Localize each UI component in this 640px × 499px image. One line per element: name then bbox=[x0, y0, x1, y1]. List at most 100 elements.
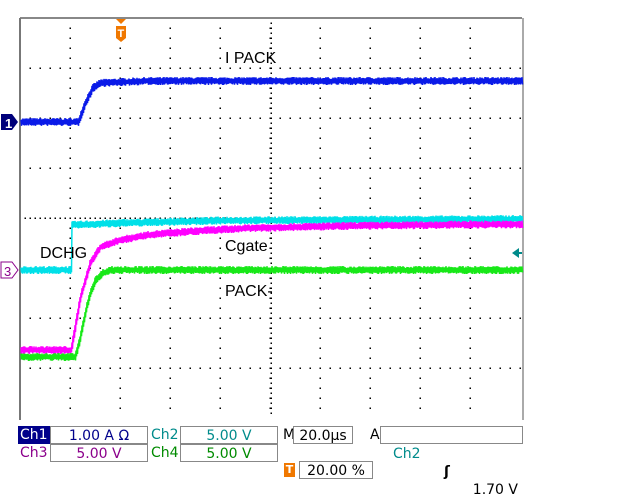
gridline-horizontal-dot bbox=[219, 67, 221, 69]
gridline-horizontal-dot bbox=[209, 317, 211, 319]
ch2-scale[interactable]: 5.00 V bbox=[180, 426, 278, 444]
gridline-horizontal-dot bbox=[79, 167, 81, 169]
gridline-vertical-dot bbox=[319, 357, 321, 359]
gridline-horizontal-dot bbox=[159, 117, 161, 119]
gridline-vertical-dot bbox=[419, 57, 421, 59]
gridline-horizontal-dot bbox=[109, 117, 111, 119]
ch2-tag[interactable]: Ch2 bbox=[151, 427, 179, 443]
gridline-horizontal-dot bbox=[479, 67, 481, 69]
center-axis-tick bbox=[270, 252, 272, 254]
ch1-scale[interactable]: 1.00 A Ω bbox=[50, 426, 148, 444]
gridline-vertical-dot bbox=[69, 377, 71, 379]
gridline-horizontal-dot bbox=[369, 117, 371, 119]
gridline-vertical-dot bbox=[169, 297, 171, 299]
center-axis-tick bbox=[270, 62, 272, 64]
gridline-vertical-dot bbox=[69, 327, 71, 329]
gridline-horizontal-dot bbox=[309, 67, 311, 69]
center-axis-tick bbox=[270, 257, 272, 259]
center-axis-tick bbox=[270, 262, 272, 264]
gridline-horizontal-dot bbox=[129, 117, 131, 119]
gridline-vertical-dot bbox=[269, 237, 271, 239]
trigger-settings[interactable]: Ch2 ʃ 1.70 V bbox=[380, 426, 523, 498]
gridline-vertical-dot bbox=[369, 27, 371, 29]
gridline-vertical-dot bbox=[119, 137, 121, 139]
gridline-vertical-dot bbox=[169, 337, 171, 339]
gridline-horizontal-dot bbox=[149, 67, 151, 69]
gridline-vertical-dot bbox=[269, 377, 271, 379]
gridline-horizontal-dot bbox=[389, 117, 391, 119]
gridline-horizontal-dot bbox=[209, 117, 211, 119]
gridline-horizontal-dot bbox=[319, 367, 321, 369]
trigger-level-arrow-icon[interactable] bbox=[512, 248, 522, 258]
gridline-horizontal-dot bbox=[339, 167, 341, 169]
gridline-vertical-dot bbox=[319, 287, 321, 289]
gridline-horizontal-dot bbox=[289, 367, 291, 369]
gridline-horizontal-dot bbox=[179, 67, 181, 69]
center-axis-tick bbox=[174, 217, 176, 219]
gridline-horizontal-dot bbox=[519, 317, 521, 319]
ch1-ground-marker[interactable]: 1 bbox=[1, 114, 18, 131]
gridline-horizontal-dot bbox=[219, 317, 221, 319]
center-axis-tick bbox=[270, 157, 272, 159]
gridline-vertical-dot bbox=[269, 57, 271, 59]
ch4-scale[interactable]: 5.00 V bbox=[180, 444, 278, 462]
gridline-vertical-dot bbox=[119, 247, 121, 249]
center-axis-tick bbox=[270, 202, 272, 204]
trigger-mode-label: A bbox=[370, 427, 380, 443]
gridline-horizontal-dot bbox=[449, 367, 451, 369]
gridline-vertical-dot bbox=[269, 177, 271, 179]
gridline-horizontal-dot bbox=[169, 67, 171, 69]
gridline-vertical-dot bbox=[119, 107, 121, 109]
gridline-vertical-dot bbox=[469, 387, 471, 389]
ch3-tag[interactable]: Ch3 bbox=[20, 445, 48, 461]
gridline-horizontal-dot bbox=[499, 367, 501, 369]
gridline-vertical-dot bbox=[169, 257, 171, 259]
ch4-tag[interactable]: Ch4 bbox=[151, 445, 179, 461]
gridline-vertical-dot bbox=[419, 37, 421, 39]
gridline-horizontal-dot bbox=[69, 317, 71, 319]
gridline-vertical-dot bbox=[69, 27, 71, 29]
gridline-horizontal-dot bbox=[379, 117, 381, 119]
center-axis-tick bbox=[184, 217, 186, 219]
gridline-vertical-dot bbox=[419, 147, 421, 149]
gridline-vertical-dot bbox=[319, 187, 321, 189]
gridline-vertical-dot bbox=[469, 207, 471, 209]
center-axis-tick bbox=[270, 167, 272, 169]
gridline-horizontal-dot bbox=[229, 167, 231, 169]
ch3-ground-marker[interactable]: 3 bbox=[0, 261, 19, 279]
center-axis-tick bbox=[270, 237, 272, 239]
gridline-vertical-dot bbox=[169, 247, 171, 249]
center-axis-tick bbox=[270, 67, 272, 69]
ch3-scale[interactable]: 5.00 V bbox=[50, 444, 148, 462]
gridline-horizontal-dot bbox=[269, 367, 271, 369]
gridline-vertical-dot bbox=[319, 377, 321, 379]
center-axis-tick bbox=[89, 217, 91, 219]
gridline-vertical-dot bbox=[119, 357, 121, 359]
gridline-vertical-dot bbox=[269, 157, 271, 159]
gridline-horizontal-dot bbox=[459, 367, 461, 369]
center-axis-tick bbox=[24, 217, 26, 219]
gridline-horizontal-dot bbox=[89, 117, 91, 119]
gridline-horizontal-dot bbox=[399, 117, 401, 119]
trigger-position-value[interactable]: 20.00 % bbox=[299, 461, 373, 479]
gridline-vertical-dot bbox=[169, 107, 171, 109]
gridline-vertical-dot bbox=[69, 137, 71, 139]
gridline-vertical-dot bbox=[319, 297, 321, 299]
gridline-horizontal-dot bbox=[99, 267, 101, 269]
ch1-tag[interactable]: Ch1 bbox=[18, 426, 50, 444]
gridline-horizontal-dot bbox=[369, 367, 371, 369]
timebase-value[interactable]: 20.0µs bbox=[293, 426, 353, 444]
gridline-vertical-dot bbox=[269, 247, 271, 249]
gridline-vertical-dot bbox=[469, 157, 471, 159]
gridline-vertical-dot bbox=[269, 127, 271, 129]
gridline-horizontal-dot bbox=[189, 367, 191, 369]
center-axis-tick bbox=[270, 47, 272, 49]
gridline-horizontal-dot bbox=[49, 367, 51, 369]
gridline-vertical-dot bbox=[169, 137, 171, 139]
center-axis-tick bbox=[270, 222, 272, 224]
gridline-horizontal-dot bbox=[469, 367, 471, 369]
traces bbox=[20, 76, 524, 361]
gridline-horizontal-dot bbox=[359, 167, 361, 169]
gridline-horizontal-dot bbox=[39, 317, 41, 319]
trigger-position-marker[interactable]: T bbox=[116, 19, 126, 42]
